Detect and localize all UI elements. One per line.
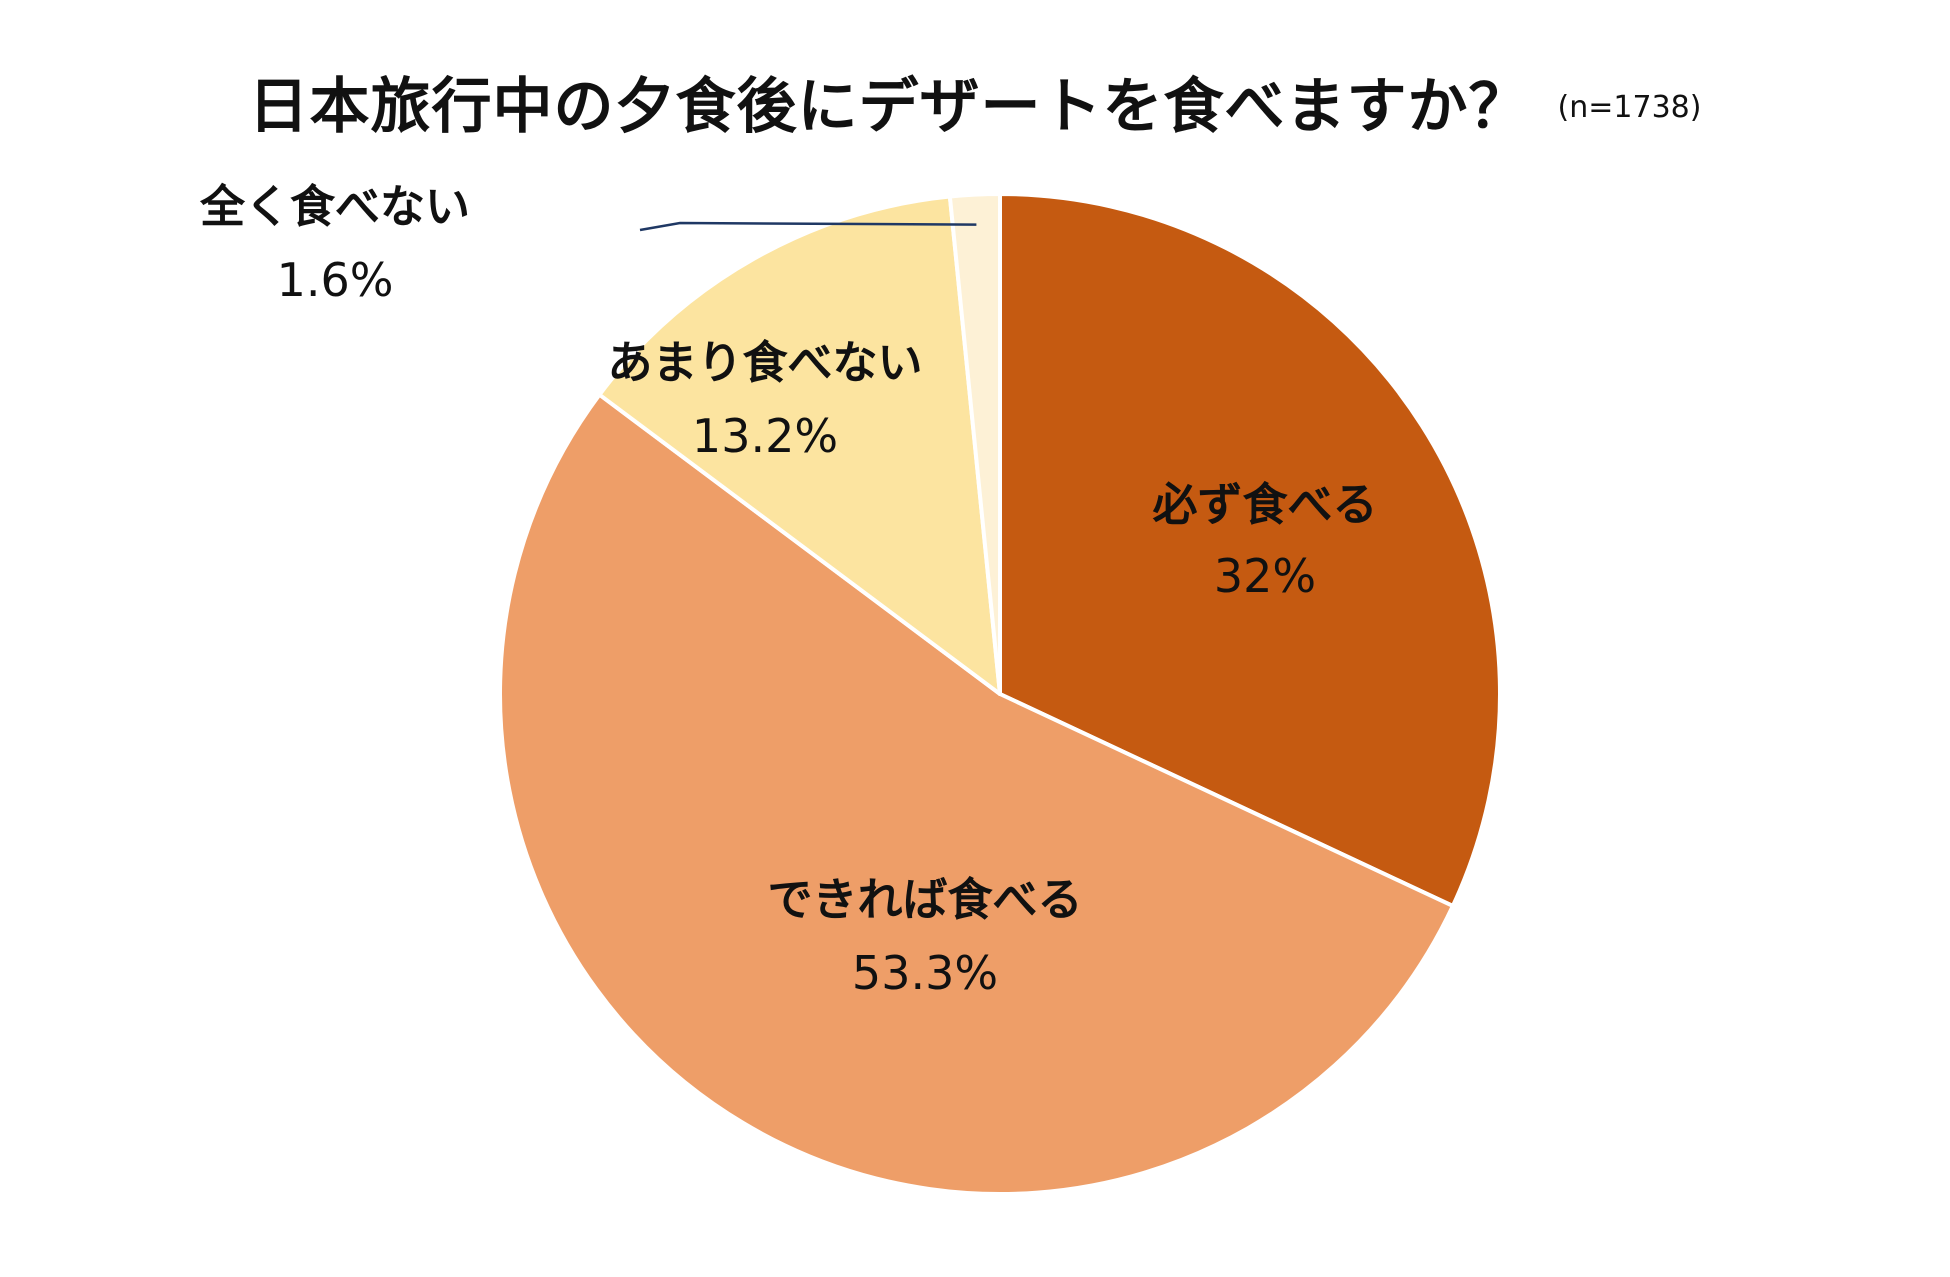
slice-category-label: 全く食べない (199, 180, 470, 233)
slice-value-label: 53.3% (852, 946, 998, 1000)
pie-slice-3 (597, 194, 1002, 696)
slice-label-2: できれば食べる 53.3% (767, 873, 1082, 1000)
slice-label-4: 全く食べない 1.6% (199, 180, 470, 307)
leader-lines (639, 221, 977, 232)
pie-slice-1 (998, 192, 1502, 908)
slice-category-label: できれば食べる (767, 873, 1082, 926)
slice-value-label: 1.6% (277, 253, 394, 307)
slice-label-1: 必ず食べる 32% (1152, 478, 1377, 603)
pie-slices (498, 192, 1502, 1196)
sample-size: (n=1738) (1557, 90, 1702, 125)
chart-title: 日本旅行中の夕食後にデザートを食べますか？ (n=1738) (0, 58, 1950, 145)
pie-slice-4 (947, 192, 1002, 696)
slice-value-label: 13.2% (692, 409, 838, 463)
chart-title-text: 日本旅行中の夕食後にデザートを食べますか？ (248, 72, 1530, 142)
slice-category-label: 必ず食べる (1152, 478, 1377, 531)
slice-value-label: 32% (1214, 549, 1316, 603)
slice-labels: 必ず食べる 32% できれば食べる 53.3% あまり食べない 13.2% 全く食べない 1.… (199, 180, 1378, 1000)
slice-category-label: あまり食べない (607, 336, 922, 389)
pie-slice-2 (498, 392, 1455, 1196)
leader-line (639, 221, 977, 232)
slice-label-3: あまり食べない 13.2% (607, 336, 922, 463)
